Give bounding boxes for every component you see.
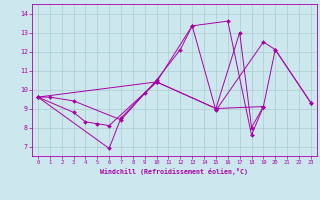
- X-axis label: Windchill (Refroidissement éolien,°C): Windchill (Refroidissement éolien,°C): [100, 168, 248, 175]
